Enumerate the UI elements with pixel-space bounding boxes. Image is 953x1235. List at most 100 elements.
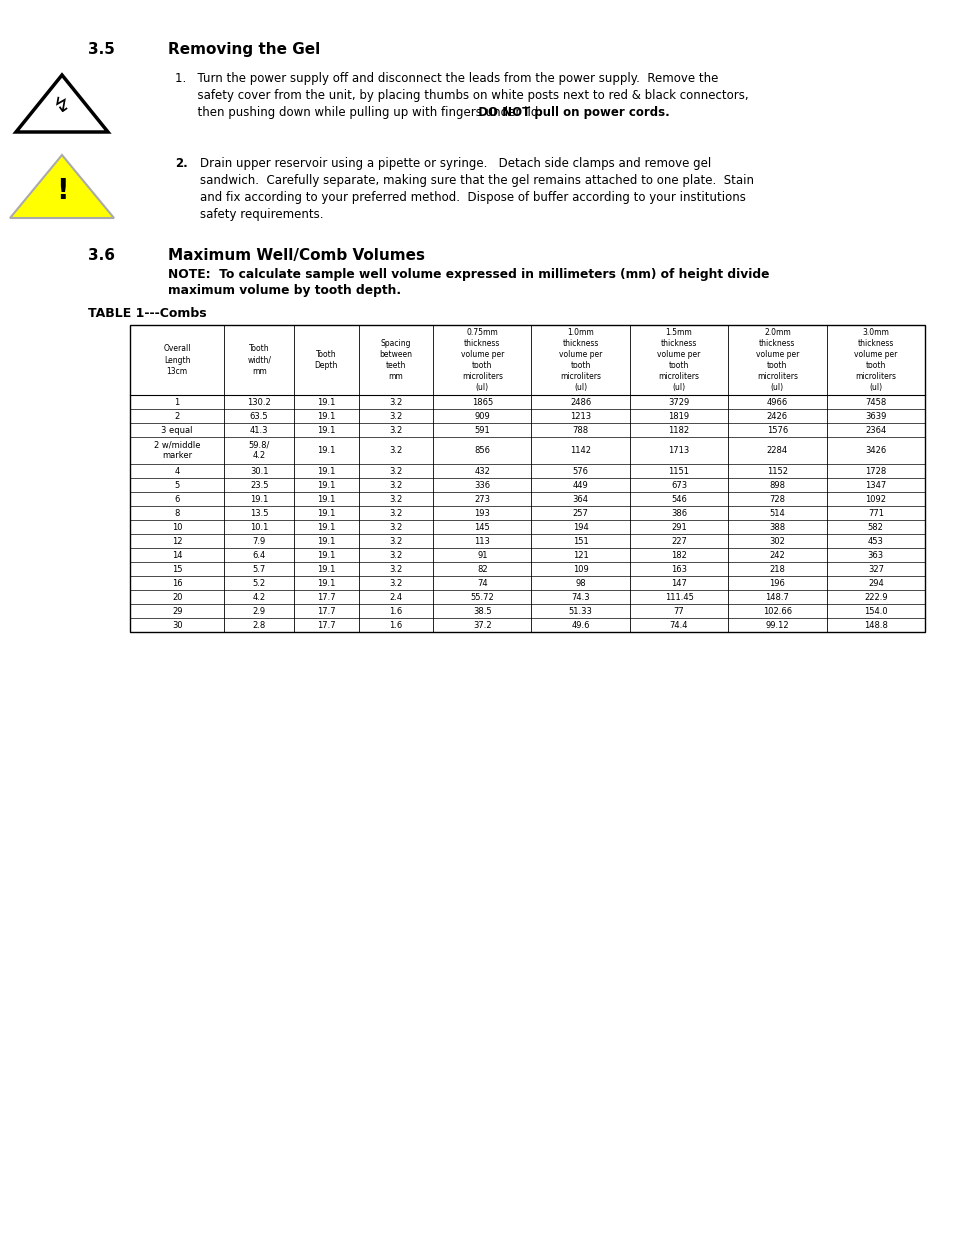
Text: 257: 257 [572,509,588,517]
Text: 3.6: 3.6 [88,248,115,263]
Text: 148.7: 148.7 [764,593,788,601]
Text: 336: 336 [474,480,490,489]
Text: 449: 449 [572,480,588,489]
Text: 302: 302 [769,536,784,546]
Text: 3.2: 3.2 [389,446,402,454]
Text: 514: 514 [769,509,784,517]
Text: 19.1: 19.1 [316,446,335,454]
Text: 3.2: 3.2 [389,509,402,517]
Text: 1182: 1182 [668,426,689,435]
Text: 1.5mm
thickness
volume per
tooth
microliters
(ul): 1.5mm thickness volume per tooth microli… [657,327,700,393]
Text: 196: 196 [769,578,784,588]
Text: maximum volume by tooth depth.: maximum volume by tooth depth. [168,284,400,296]
Text: 151: 151 [572,536,588,546]
Text: 3639: 3639 [864,411,885,420]
Text: 2.9: 2.9 [253,606,266,615]
Text: 3.2: 3.2 [389,480,402,489]
Text: Tooth
width/
mm: Tooth width/ mm [247,345,271,375]
Text: 7.9: 7.9 [253,536,266,546]
Polygon shape [10,156,113,219]
Text: 82: 82 [476,564,487,573]
Text: 386: 386 [670,509,686,517]
Text: 193: 193 [474,509,490,517]
Text: 154.0: 154.0 [863,606,886,615]
Text: 273: 273 [474,494,490,504]
Text: and fix according to your preferred method.  Dispose of buffer according to your: and fix according to your preferred meth… [200,191,745,204]
Text: 2: 2 [174,411,179,420]
Text: 7458: 7458 [864,398,885,406]
Text: NOTE:  To calculate sample well volume expressed in millimeters (mm) of height d: NOTE: To calculate sample well volume ex… [168,268,769,282]
Text: 3729: 3729 [668,398,689,406]
Text: 4.2: 4.2 [253,593,266,601]
Text: 2284: 2284 [766,446,787,454]
Text: 1213: 1213 [570,411,591,420]
Text: 29: 29 [172,606,182,615]
Text: 3.2: 3.2 [389,398,402,406]
Text: 1.   Turn the power supply off and disconnect the leads from the power supply.  : 1. Turn the power supply off and disconn… [174,72,718,85]
Text: 1151: 1151 [668,467,689,475]
Text: safety requirements.: safety requirements. [200,207,323,221]
Text: 109: 109 [572,564,588,573]
Text: 113: 113 [474,536,490,546]
Text: 3426: 3426 [864,446,885,454]
Text: 130.2: 130.2 [247,398,271,406]
Text: 3.2: 3.2 [389,536,402,546]
Text: 1347: 1347 [864,480,885,489]
Text: 1865: 1865 [471,398,493,406]
Text: 1: 1 [174,398,179,406]
Text: 121: 121 [572,551,588,559]
Text: 111.45: 111.45 [664,593,693,601]
Text: sandwich.  Carefully separate, making sure that the gel remains attached to one : sandwich. Carefully separate, making sur… [200,174,753,186]
Text: 2.: 2. [174,157,188,170]
Text: 6: 6 [174,494,180,504]
Text: 222.9: 222.9 [863,593,886,601]
Text: 19.1: 19.1 [316,564,335,573]
Text: 19.1: 19.1 [316,536,335,546]
Text: 3.0mm
thickness
volume per
tooth
microliters
(ul): 3.0mm thickness volume per tooth microli… [853,327,897,393]
Text: 3 equal: 3 equal [161,426,193,435]
Text: 59.8/
4.2: 59.8/ 4.2 [248,441,270,461]
Text: 19.1: 19.1 [250,494,268,504]
Text: 182: 182 [670,551,686,559]
Text: 15: 15 [172,564,182,573]
Text: 3.2: 3.2 [389,551,402,559]
Text: safety cover from the unit, by placing thumbs on white posts next to red & black: safety cover from the unit, by placing t… [174,89,748,103]
Text: 898: 898 [769,480,784,489]
Text: 1.0mm
thickness
volume per
tooth
microliters
(ul): 1.0mm thickness volume per tooth microli… [558,327,601,393]
Text: 788: 788 [572,426,588,435]
Text: 218: 218 [769,564,784,573]
Text: 227: 227 [670,536,686,546]
Text: 5: 5 [174,480,179,489]
Text: 728: 728 [769,494,784,504]
Text: 163: 163 [670,564,686,573]
Text: 5.2: 5.2 [253,578,266,588]
Text: 91: 91 [476,551,487,559]
Text: 19.1: 19.1 [316,467,335,475]
Text: 19.1: 19.1 [316,398,335,406]
Text: 38.5: 38.5 [473,606,491,615]
Bar [130,325,924,632]
Text: 3.2: 3.2 [389,564,402,573]
Text: 77: 77 [673,606,683,615]
Text: 16: 16 [172,578,182,588]
Text: 147: 147 [670,578,686,588]
Text: 1819: 1819 [668,411,689,420]
Text: 49.6: 49.6 [571,620,589,630]
Text: 17.7: 17.7 [316,593,335,601]
Text: 13.5: 13.5 [250,509,268,517]
Text: 3.2: 3.2 [389,467,402,475]
Text: 856: 856 [474,446,490,454]
Text: 55.72: 55.72 [470,593,494,601]
Text: 1152: 1152 [766,467,787,475]
Text: 364: 364 [572,494,588,504]
Text: 582: 582 [867,522,882,531]
Text: 5.7: 5.7 [253,564,266,573]
Text: 99.12: 99.12 [765,620,788,630]
Text: 8: 8 [174,509,180,517]
Text: then pushing down while pulling up with fingers under lid.: then pushing down while pulling up with … [174,106,541,119]
Text: 37.2: 37.2 [473,620,491,630]
Text: 2486: 2486 [570,398,591,406]
Text: 148.8: 148.8 [863,620,887,630]
Text: 23.5: 23.5 [250,480,268,489]
Text: 19.1: 19.1 [316,509,335,517]
